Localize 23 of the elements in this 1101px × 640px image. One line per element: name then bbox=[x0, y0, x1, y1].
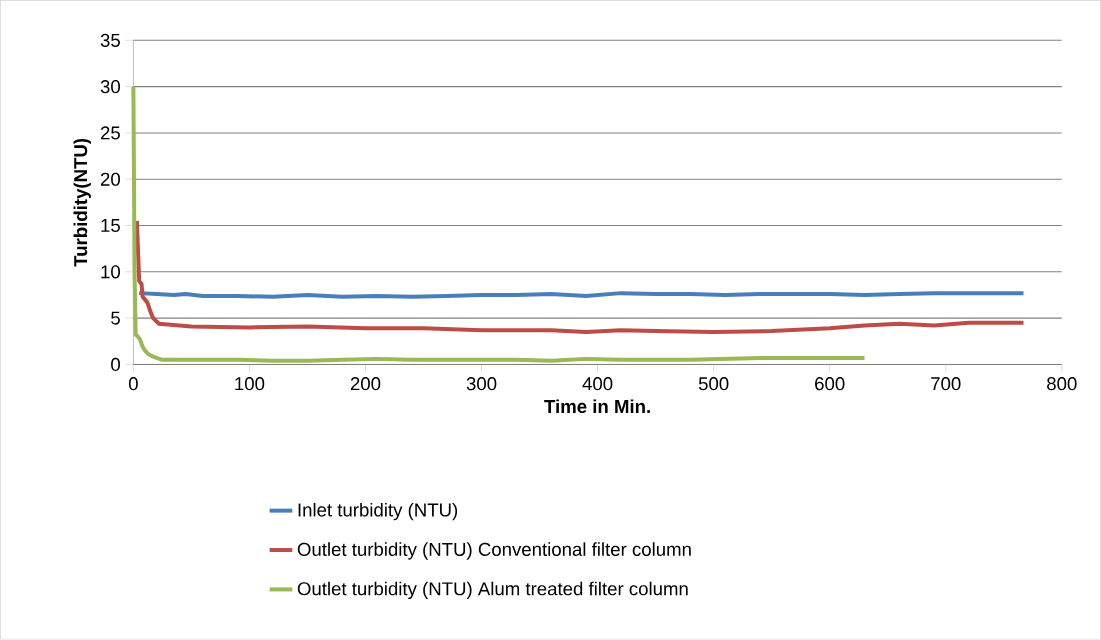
y-tick-label: 15 bbox=[101, 219, 120, 233]
x-axis-title: Time in Min. bbox=[544, 399, 650, 414]
y-axis-title: Turbidity(NTU) bbox=[73, 139, 91, 267]
line-series bbox=[134, 219, 1026, 335]
x-tick-label: 300 bbox=[466, 377, 497, 391]
legend-label: Outlet turbidity (NTU) Alum treated filter column bbox=[297, 581, 688, 600]
y-tick-label: 20 bbox=[100, 172, 120, 187]
legend-label: Inlet turbidity (NTU) bbox=[298, 503, 458, 521]
y-tick-label: 35 bbox=[100, 33, 120, 48]
x-tick-label: 800 bbox=[1047, 377, 1077, 391]
legend-label: Outlet turbidity (NTU) Conventional filter column bbox=[297, 542, 691, 560]
x-tick-label: 600 bbox=[815, 377, 845, 391]
y-tick-label: 25 bbox=[100, 126, 120, 140]
x-tick-label: 0 bbox=[128, 377, 138, 391]
x-tick-label: 500 bbox=[698, 377, 729, 391]
x-tick-label: 200 bbox=[350, 377, 381, 391]
y-tick-label: 0 bbox=[111, 358, 120, 372]
x-tick-label: 100 bbox=[235, 377, 265, 391]
y-tick-label: 30 bbox=[100, 80, 120, 94]
y-tick-label: 5 bbox=[111, 311, 120, 325]
x-tick-label: 400 bbox=[582, 377, 613, 391]
x-tick-label: 700 bbox=[931, 377, 961, 391]
y-tick-label: 10 bbox=[101, 265, 120, 279]
